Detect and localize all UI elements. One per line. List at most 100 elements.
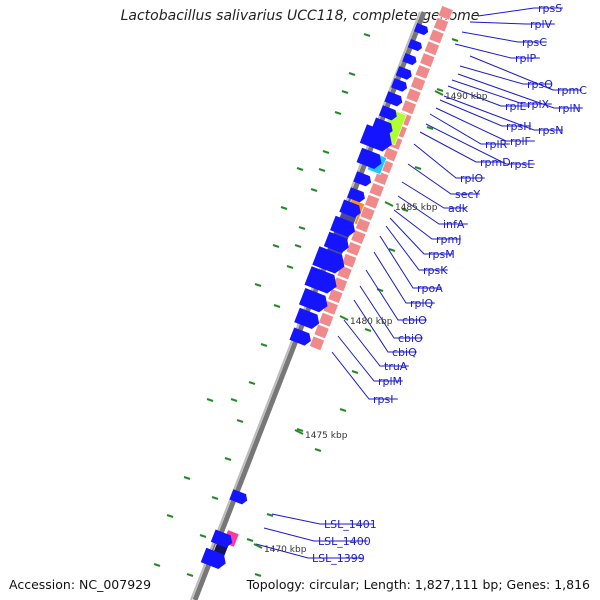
rp-block-1: [433, 16, 450, 33]
gc-tick-25: [272, 244, 280, 248]
kbp-tick-0: [434, 90, 444, 96]
gene-label-28: rplM: [378, 375, 402, 388]
gc-tick-23: [153, 563, 161, 567]
cds-arrow-6: [378, 105, 397, 121]
cds-arrow-0: [413, 22, 429, 36]
cds-arrow-shape-8: [359, 124, 392, 152]
gc-tick-r-7: [364, 328, 372, 332]
cds-arrow-3: [395, 66, 412, 80]
cds-arrow-shape-21: [210, 529, 233, 548]
gene-label-24: cbiO: [402, 314, 427, 327]
cds-arrow-shape-14: [323, 231, 349, 253]
rp-block-2: [428, 28, 445, 45]
gc-tick-13: [199, 534, 207, 538]
cds-arrow-shape-13: [330, 215, 356, 237]
cds-arrow-shape-18: [294, 307, 320, 329]
rp-block-7: [405, 87, 422, 104]
gene-label-18: infA: [443, 218, 465, 231]
gc-skew-ticks: [153, 33, 459, 577]
cds-arrow-shape-10: [353, 171, 372, 187]
gc-tick-2: [334, 111, 342, 115]
gc-tick-0: [363, 33, 371, 37]
rp-block-21-rect: [341, 252, 358, 269]
rp-block-24: [327, 288, 344, 304]
rp-block-0-rect: [437, 5, 454, 21]
rp-block-16-rect: [364, 193, 381, 210]
gene-label-31: LSL_1400: [318, 535, 371, 548]
gene-label-0: rpsS: [538, 2, 562, 15]
rp-block-28: [309, 335, 325, 351]
gene-label-6: rplN: [558, 102, 581, 115]
gc-tick-17: [294, 244, 302, 248]
gc-tick-16: [318, 168, 326, 172]
cds-arrow-10: [353, 171, 372, 187]
cds-arrow-16: [304, 266, 337, 294]
cds-arrow-shape-12: [339, 199, 361, 218]
gc-tick-4: [310, 188, 318, 192]
leader-line-14: [419, 131, 505, 163]
rp-block-3: [423, 40, 440, 56]
rp-block-14: [373, 170, 390, 186]
gc-tick-18: [254, 283, 262, 287]
gc-tick-22: [166, 514, 174, 518]
leader-line-6: [457, 73, 583, 109]
gc-tick-r-14: [246, 538, 254, 542]
leader-line-25: [359, 285, 423, 339]
kbp-tick-3: [294, 429, 304, 435]
cds-arrow-shape-15: [312, 246, 345, 274]
gene-label-16: secY: [455, 188, 481, 201]
cds-arrow-4: [390, 78, 408, 92]
gc-tick-7: [273, 304, 281, 308]
accession-text: Accession: NC_007929: [9, 577, 152, 592]
feature-track: [200, 5, 454, 569]
gene-label-13: rpsE: [510, 158, 534, 171]
gc-tick-1: [348, 72, 356, 76]
kbp-tick-2: [339, 315, 349, 321]
rp-block-4: [419, 52, 436, 68]
gc-tick-24: [296, 167, 304, 171]
leader-line-10: [439, 99, 531, 127]
topology-text: Topology: circular; Length: 1,827,111 bp…: [246, 577, 590, 592]
cds-arrow-shape-4: [390, 78, 408, 92]
rp-block-21: [341, 252, 358, 269]
gc-tick-r-13: [266, 513, 274, 517]
gene-label-4: rpmC: [557, 84, 587, 97]
cds-arrow-1: [407, 38, 422, 52]
cds-arrow-5: [384, 91, 403, 107]
cds-arrow-shape-20: [229, 489, 248, 505]
gc-tick-6: [286, 265, 294, 269]
gene-label-5: rpsQ: [527, 78, 553, 91]
rp-block-16: [364, 193, 381, 210]
gene-label-3: rplP: [515, 52, 537, 65]
leader-line-18: [397, 195, 468, 225]
rp-block-6: [410, 75, 427, 92]
kbp-label-4: 1470 kbp: [264, 545, 307, 555]
cds-arrow-9: [356, 147, 382, 169]
leader-line-17: [401, 181, 467, 209]
rp-block-0: [437, 5, 454, 21]
leader-line-4: [469, 55, 582, 91]
rp-block-20: [345, 241, 362, 257]
leader-line-15: [413, 143, 485, 179]
leader-line-29: [331, 351, 398, 400]
leader-line-30: [271, 513, 374, 525]
rp-block-15: [368, 182, 385, 198]
cds-arrow-18: [294, 307, 320, 329]
rp-block-1-rect: [433, 16, 450, 33]
gene-label-12: rplR: [485, 138, 508, 151]
rp-block-20-rect: [345, 241, 362, 257]
gene-label-7: rplX: [527, 98, 550, 111]
gc-tick-11: [224, 457, 232, 461]
leader-line-1: [469, 21, 555, 25]
gc-tick-r-11: [296, 428, 304, 432]
cds-arrow-shape-3: [395, 66, 412, 80]
gene-label-9: rpsN: [538, 124, 563, 137]
rp-block-26: [318, 311, 335, 328]
cds-arrow-shape-6: [378, 105, 397, 121]
gene-label-1: rplV: [530, 18, 553, 31]
rp-block-27-rect: [313, 323, 330, 340]
cds-arrow-11: [347, 187, 365, 203]
gc-tick-r-0: [451, 38, 459, 42]
